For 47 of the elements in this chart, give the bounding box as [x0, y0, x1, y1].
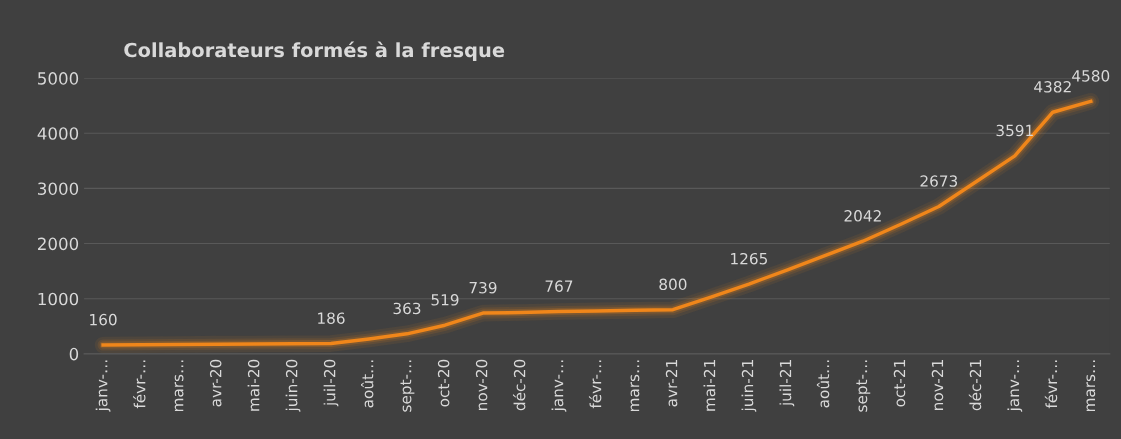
x-tick-label: oct-20 — [437, 359, 450, 407]
data-label: 4580 — [1072, 70, 1110, 82]
y-tick-label: 4000 — [37, 127, 79, 140]
x-tick-label: juil-20 — [323, 359, 339, 407]
x-tick-label: oct-21 — [893, 360, 906, 407]
y-tick-label: 0 — [69, 347, 79, 361]
x-tick-label: mai-20 — [247, 359, 260, 411]
data-label: 4382 — [1034, 81, 1071, 93]
y-tick-label: 5000 — [38, 72, 79, 85]
x-tick-label: févr-… — [588, 360, 602, 409]
y-tick-label: 2000 — [38, 237, 79, 251]
x-tick-label: août… — [816, 360, 830, 408]
data-label: 767 — [545, 280, 573, 292]
x-tick-label: déc-20 — [512, 359, 526, 411]
x-tick-label: sept-… — [400, 360, 415, 412]
data-label: 800 — [659, 278, 687, 291]
x-tick-label: janv-… — [95, 360, 111, 412]
x-tick-label: nov-21 — [931, 360, 944, 410]
x-tick-label: août… — [360, 360, 374, 408]
x-tick-label: avr-20 — [209, 359, 222, 407]
data-label: 160 — [90, 313, 117, 326]
data-label: 2673 — [920, 175, 958, 187]
chart-title: Collaborateurs formés à la fresque — [124, 41, 505, 62]
x-tick-label: janv-… — [1007, 360, 1023, 412]
x-tick-label: sept-… — [856, 360, 871, 412]
x-tick-label: mars… — [630, 360, 640, 412]
y-tick-label: 1000 — [38, 292, 79, 306]
x-tick-label: mars… — [174, 360, 184, 412]
y-tick-label: 3000 — [38, 182, 79, 195]
data-label: 186 — [318, 312, 345, 324]
x-tick-label: avr-21 — [665, 360, 678, 407]
data-label: 363 — [393, 302, 421, 315]
x-tick-label: janv-… — [551, 360, 567, 412]
x-tick-label: nov-20 — [475, 359, 488, 410]
data-label: 3591 — [996, 124, 1033, 137]
x-tick-label: mars… — [1086, 360, 1096, 412]
x-tick-label: févr-… — [1044, 360, 1058, 409]
x-tick-label: févr-… — [133, 360, 146, 409]
x-tick-label: juin-20 — [285, 359, 301, 412]
data-label: 1265 — [731, 252, 767, 265]
x-tick-label: mai-21 — [703, 360, 716, 411]
x-tick-label: déc-21 — [968, 360, 982, 411]
data-label: 739 — [469, 281, 497, 294]
data-label: 2042 — [844, 210, 881, 222]
x-tick-label: juin-21 — [741, 360, 757, 412]
data-label: 519 — [431, 294, 459, 306]
x-tick-label: juil-21 — [779, 360, 795, 407]
